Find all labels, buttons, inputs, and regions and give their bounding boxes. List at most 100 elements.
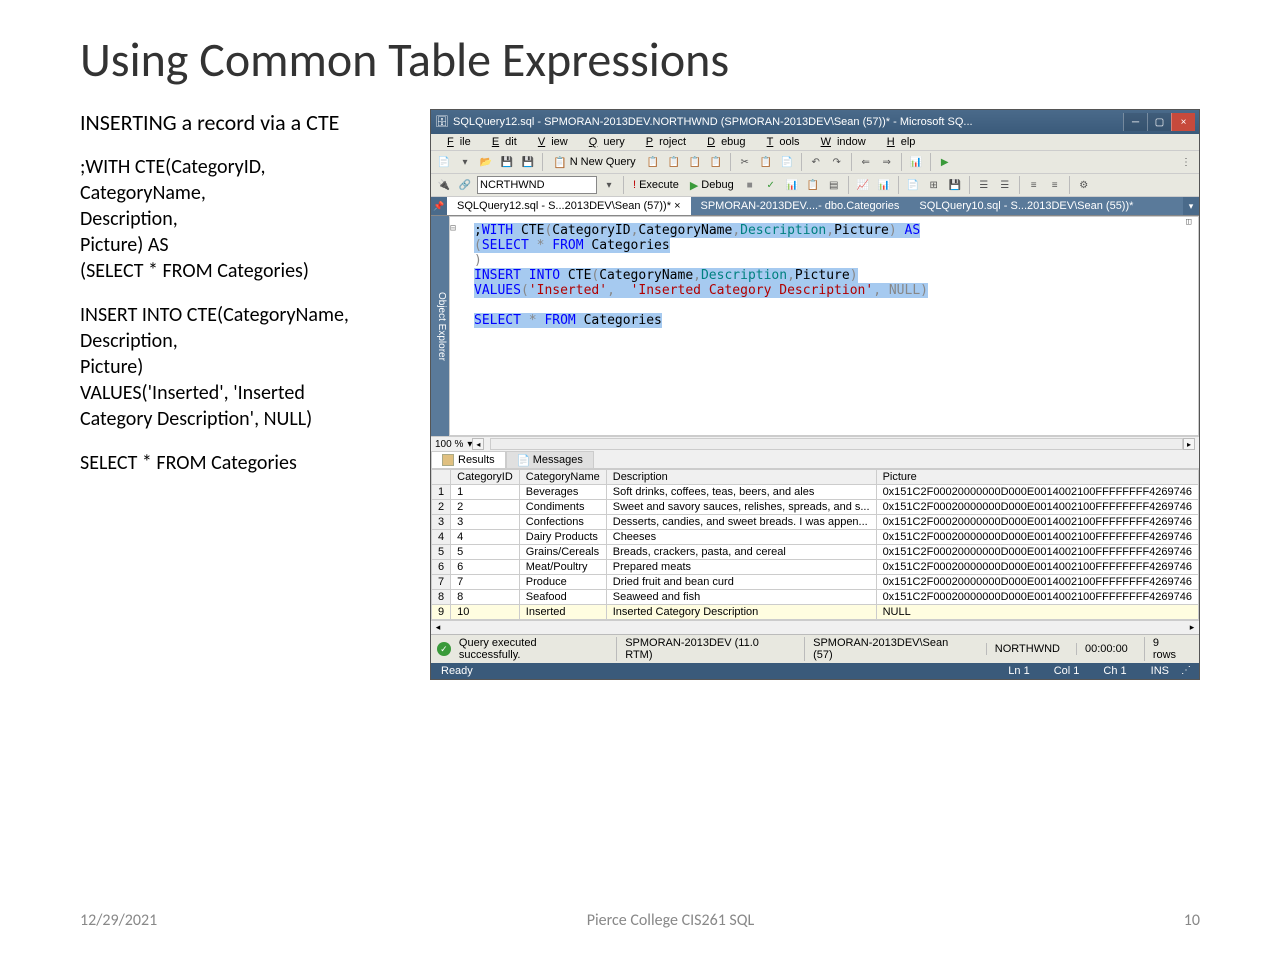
parse-icon[interactable]: ✓ — [762, 176, 780, 194]
slide-code-block-3: SELECT * FROM Categories — [80, 450, 415, 476]
minimize-button[interactable]: ─ — [1123, 113, 1147, 131]
uncomment-icon[interactable]: ☰ — [996, 176, 1014, 194]
scroll-left-icon[interactable]: ◂ — [472, 438, 484, 450]
slide-subtitle: INSERTING a record via a CTE — [80, 109, 415, 136]
menu-window[interactable]: Window — [809, 134, 872, 150]
status-ch: Ch 1 — [1091, 665, 1138, 677]
table-row[interactable]: 33ConfectionsDesserts, candies, and swee… — [432, 515, 1199, 530]
obj-explorer-pin-icon[interactable]: 📌 — [431, 197, 447, 215]
save-all-icon[interactable]: 💾 — [519, 153, 537, 171]
open-icon[interactable]: 📂 — [477, 153, 495, 171]
table-row[interactable]: 44Dairy ProductsCheeses0x151C2F000200000… — [432, 530, 1199, 545]
results-file-icon[interactable]: 💾 — [946, 176, 964, 194]
dropdown-icon[interactable]: ▾ — [456, 153, 474, 171]
mdx-query-icon[interactable]: 📋 — [686, 153, 704, 171]
menu-help[interactable]: Help — [875, 134, 922, 150]
horizontal-scrollbar[interactable] — [490, 438, 1183, 450]
server-name: SPMORAN-2013DEV (11.0 RTM) — [616, 637, 796, 661]
dmx-query-icon[interactable]: 📋 — [707, 153, 725, 171]
sql-editor[interactable]: ⊟ ◫ ;WITH CTE(CategoryID,CategoryName,De… — [449, 216, 1199, 436]
analysis-query-icon[interactable]: 📋 — [665, 153, 683, 171]
database-name: NORTHWND — [986, 643, 1068, 655]
nav-back-icon[interactable]: ⇐ — [857, 153, 875, 171]
menu-project[interactable]: Project — [634, 134, 692, 150]
intellisense-icon[interactable]: ▤ — [825, 176, 843, 194]
column-header[interactable]: Picture — [876, 470, 1198, 485]
menu-edit[interactable]: Edit — [480, 134, 523, 150]
indent-decrease-icon[interactable]: ≡ — [1025, 176, 1043, 194]
debug-button[interactable]: ▶ Debug — [686, 179, 738, 192]
nav-fwd-icon[interactable]: ⇒ — [878, 153, 896, 171]
change-connection-icon[interactable]: 🔗 — [456, 176, 474, 194]
connection-icon[interactable]: 🔌 — [435, 176, 453, 194]
db-select-dropdown-icon[interactable]: ▾ — [600, 176, 618, 194]
menu-view[interactable]: View — [526, 134, 574, 150]
outline-toggle-icon[interactable]: ⊟ — [450, 223, 456, 234]
footer-course: Pierce College CIS261 SQL — [587, 911, 755, 930]
success-icon: ✓ — [437, 642, 451, 656]
table-row[interactable]: 66Meat/PoultryPrepared meats0x151C2F0002… — [432, 560, 1199, 575]
results-grid[interactable]: CategoryID CategoryName Description Pict… — [431, 469, 1199, 620]
menu-query[interactable]: Query — [577, 134, 631, 150]
db-engine-query-icon[interactable]: 📋 — [644, 153, 662, 171]
object-explorer-tab[interactable]: Object Explorer — [431, 216, 449, 436]
table-row[interactable]: 55Grains/CerealsBreads, crackers, pasta,… — [432, 545, 1199, 560]
table-row[interactable]: 77ProduceDried fruit and bean curd0x151C… — [432, 575, 1199, 590]
scroll-left-icon[interactable]: ◂ — [431, 621, 445, 635]
stop-icon[interactable]: ■ — [741, 176, 759, 194]
new-query-button[interactable]: 📋NNew Query — [548, 155, 641, 170]
column-header[interactable]: Description — [606, 470, 876, 485]
undo-icon[interactable]: ↶ — [807, 153, 825, 171]
save-icon[interactable]: 💾 — [498, 153, 516, 171]
toolbar-options-icon[interactable]: ⋮ — [1177, 153, 1195, 171]
table-row[interactable]: 910InsertedInserted Category Description… — [432, 605, 1199, 620]
plan-icon[interactable]: 📊 — [783, 176, 801, 194]
close-icon[interactable]: × — [674, 200, 680, 212]
tab-categories[interactable]: SPMORAN-2013DEV....- dbo.Categories — [691, 197, 910, 215]
menu-tools[interactable]: Tools — [755, 134, 806, 150]
table-row[interactable]: 88SeafoodSeaweed and fish0x151C2F0002000… — [432, 590, 1199, 605]
execute-button[interactable]: ! Execute — [629, 179, 683, 191]
start-debug-icon[interactable]: ▶ — [936, 153, 954, 171]
maximize-button[interactable]: ▢ — [1147, 113, 1171, 131]
redo-icon[interactable]: ↷ — [828, 153, 846, 171]
indent-increase-icon[interactable]: ≡ — [1046, 176, 1064, 194]
results-grid-icon[interactable]: ⊞ — [925, 176, 943, 194]
column-header[interactable]: CategoryName — [519, 470, 606, 485]
include-stats-icon[interactable]: 📊 — [875, 176, 893, 194]
results-hscroll[interactable]: ◂ ▸ — [431, 620, 1199, 634]
slide-code-block-1: ;WITH CTE(CategoryID, CategoryName, Desc… — [80, 154, 415, 284]
toolbar-sql-editor: 🔌 🔗 ▾ ! Execute ▶ Debug ■ ✓ 📊 📋 ▤ 📈 📊 — [431, 174, 1199, 197]
splitter-icon[interactable]: ◫ — [1186, 217, 1198, 229]
database-select[interactable] — [477, 176, 597, 194]
column-header[interactable]: CategoryID — [451, 470, 520, 485]
close-button[interactable]: × — [1171, 113, 1195, 131]
paste-icon[interactable]: 📄 — [778, 153, 796, 171]
tab-sqlquery12[interactable]: SQLQuery12.sql - S...2013DEV\Sean (57))*… — [447, 197, 691, 215]
resize-grip-icon[interactable]: ⋰ — [1181, 665, 1191, 677]
comment-icon[interactable]: ☰ — [975, 176, 993, 194]
activity-monitor-icon[interactable]: 📊 — [907, 153, 925, 171]
code-line: ;WITH CTE(CategoryID, — [80, 154, 415, 180]
copy-icon[interactable]: 📋 — [757, 153, 775, 171]
window-titlebar[interactable]: 🗄 SQLQuery12.sql - SPMORAN-2013DEV.NORTH… — [431, 110, 1199, 134]
zoom-level[interactable]: 100 % — [435, 439, 463, 450]
include-plan-icon[interactable]: 📈 — [854, 176, 872, 194]
template-icon[interactable]: ⚙ — [1075, 176, 1093, 194]
status-ins: INS — [1139, 665, 1181, 677]
tabs-dropdown-icon[interactable]: ▾ — [1183, 197, 1199, 215]
table-row[interactable]: 22CondimentsSweet and savory sauces, rel… — [432, 500, 1199, 515]
scroll-right-icon[interactable]: ▸ — [1183, 438, 1195, 450]
tab-results[interactable]: Results — [431, 451, 506, 468]
menu-debug[interactable]: Debug — [695, 134, 751, 150]
results-text-icon[interactable]: 📄 — [904, 176, 922, 194]
slide-code-block-2: INSERT INTO CTE(CategoryName, Descriptio… — [80, 302, 415, 432]
tab-messages[interactable]: 📄Messages — [506, 451, 594, 468]
options-icon[interactable]: 📋 — [804, 176, 822, 194]
scroll-right-icon[interactable]: ▸ — [1185, 621, 1199, 635]
new-project-icon[interactable]: 📄 — [435, 153, 453, 171]
cut-icon[interactable]: ✂ — [736, 153, 754, 171]
menu-file[interactable]: File — [435, 134, 477, 150]
tab-sqlquery10[interactable]: SQLQuery10.sql - S...2013DEV\Sean (55))* — [909, 197, 1143, 215]
table-row[interactable]: 11BeveragesSoft drinks, coffees, teas, b… — [432, 485, 1199, 500]
